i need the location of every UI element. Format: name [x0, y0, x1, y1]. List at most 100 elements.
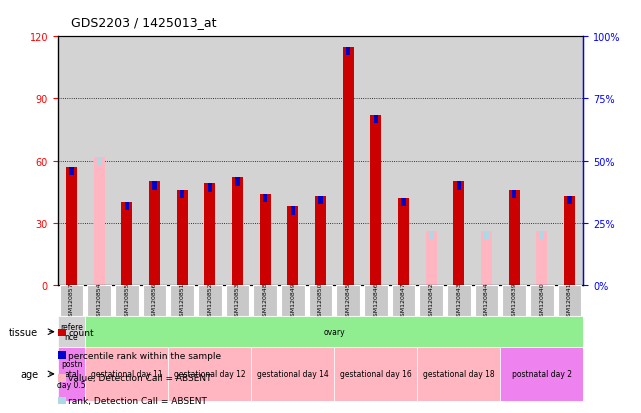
Text: gestational day 14: gestational day 14 [257, 370, 329, 378]
Bar [260, 195, 271, 285]
Bar [97, 157, 101, 166]
Bar [235, 178, 240, 186]
Bar [346, 47, 350, 56]
Bar [287, 207, 298, 285]
Bar [232, 178, 243, 285]
FancyBboxPatch shape [530, 285, 554, 316]
FancyBboxPatch shape [198, 285, 222, 316]
FancyBboxPatch shape [143, 285, 166, 316]
FancyBboxPatch shape [419, 285, 443, 316]
Text: tissue: tissue [9, 327, 38, 337]
Text: value, Detection Call = ABSENT: value, Detection Call = ABSENT [68, 373, 212, 382]
FancyBboxPatch shape [115, 285, 138, 316]
Bar [263, 195, 267, 203]
Bar [291, 207, 295, 215]
Text: GSM120840: GSM120840 [539, 282, 544, 320]
Text: GSM120851: GSM120851 [179, 282, 185, 320]
Text: GSM120849: GSM120849 [290, 282, 296, 320]
Bar [401, 199, 406, 207]
FancyBboxPatch shape [364, 285, 388, 316]
Bar [177, 190, 188, 285]
FancyBboxPatch shape [171, 285, 194, 316]
Bar [537, 232, 547, 285]
Bar [457, 182, 461, 190]
Text: GSM120848: GSM120848 [263, 282, 268, 320]
Text: GDS2203 / 1425013_at: GDS2203 / 1425013_at [71, 16, 216, 29]
Bar [180, 190, 184, 199]
Text: GSM120839: GSM120839 [512, 282, 517, 320]
Text: count: count [68, 328, 94, 337]
Bar [485, 232, 488, 240]
Text: gestational day 16: gestational day 16 [340, 370, 412, 378]
Text: GSM120846: GSM120846 [373, 282, 378, 320]
Text: percentile rank within the sample: percentile rank within the sample [68, 351, 221, 360]
Bar [315, 197, 326, 285]
FancyBboxPatch shape [335, 347, 417, 401]
Text: GSM120857: GSM120857 [69, 282, 74, 320]
Bar [567, 197, 572, 205]
Text: gestational day 11: gestational day 11 [91, 370, 163, 378]
Bar [121, 203, 133, 285]
FancyBboxPatch shape [85, 347, 169, 401]
Text: GSM120850: GSM120850 [318, 282, 323, 320]
Bar [374, 116, 378, 124]
Bar [149, 182, 160, 285]
FancyBboxPatch shape [281, 285, 304, 316]
Bar [370, 116, 381, 285]
FancyBboxPatch shape [309, 285, 332, 316]
Bar [204, 184, 215, 285]
Bar [153, 182, 156, 190]
FancyBboxPatch shape [169, 347, 251, 401]
Text: GSM120854: GSM120854 [97, 282, 102, 320]
Bar [398, 199, 409, 285]
FancyBboxPatch shape [475, 285, 498, 316]
FancyBboxPatch shape [501, 347, 583, 401]
Text: gestational day 18: gestational day 18 [423, 370, 495, 378]
FancyBboxPatch shape [447, 285, 470, 316]
Text: age: age [21, 369, 38, 379]
Text: GSM120853: GSM120853 [235, 282, 240, 320]
Bar [453, 182, 464, 285]
Text: GSM120847: GSM120847 [401, 282, 406, 320]
FancyBboxPatch shape [58, 316, 85, 347]
Text: postn
atal
day 0.5: postn atal day 0.5 [57, 359, 86, 389]
FancyBboxPatch shape [417, 347, 501, 401]
Text: rank, Detection Call = ABSENT: rank, Detection Call = ABSENT [68, 396, 207, 405]
Text: GSM120842: GSM120842 [429, 282, 434, 320]
FancyBboxPatch shape [85, 316, 583, 347]
Text: refere
nce: refere nce [60, 322, 83, 342]
Text: GSM120845: GSM120845 [345, 282, 351, 320]
Text: gestational day 12: gestational day 12 [174, 370, 246, 378]
Bar [481, 232, 492, 285]
FancyBboxPatch shape [226, 285, 249, 316]
Bar [508, 190, 520, 285]
FancyBboxPatch shape [251, 347, 335, 401]
Text: GSM120856: GSM120856 [152, 282, 157, 320]
Bar [343, 47, 354, 285]
FancyBboxPatch shape [253, 285, 277, 316]
Text: postnatal day 2: postnatal day 2 [512, 370, 572, 378]
FancyBboxPatch shape [60, 285, 83, 316]
Text: GSM120843: GSM120843 [456, 282, 462, 320]
Bar [429, 232, 433, 240]
Bar [564, 197, 575, 285]
Bar [125, 203, 129, 211]
Bar [69, 168, 74, 176]
Bar [540, 232, 544, 240]
Bar [66, 168, 77, 285]
FancyBboxPatch shape [392, 285, 415, 316]
Bar [426, 232, 437, 285]
Text: ovary: ovary [324, 328, 345, 337]
FancyBboxPatch shape [337, 285, 360, 316]
FancyBboxPatch shape [87, 285, 111, 316]
Text: GSM120841: GSM120841 [567, 282, 572, 320]
Bar [319, 197, 322, 205]
Text: GSM120855: GSM120855 [124, 282, 129, 320]
Bar [94, 157, 104, 285]
FancyBboxPatch shape [503, 285, 526, 316]
Text: GSM120844: GSM120844 [484, 282, 489, 320]
FancyBboxPatch shape [558, 285, 581, 316]
Bar [208, 184, 212, 192]
Text: GSM120852: GSM120852 [207, 282, 212, 320]
FancyBboxPatch shape [58, 347, 85, 401]
